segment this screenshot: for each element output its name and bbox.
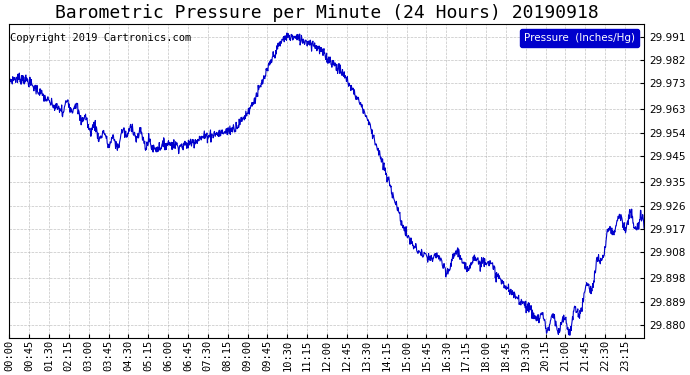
- Title: Barometric Pressure per Minute (24 Hours) 20190918: Barometric Pressure per Minute (24 Hours…: [55, 4, 599, 22]
- Legend: Pressure  (Inches/Hg): Pressure (Inches/Hg): [520, 29, 639, 47]
- Text: Copyright 2019 Cartronics.com: Copyright 2019 Cartronics.com: [10, 33, 191, 43]
